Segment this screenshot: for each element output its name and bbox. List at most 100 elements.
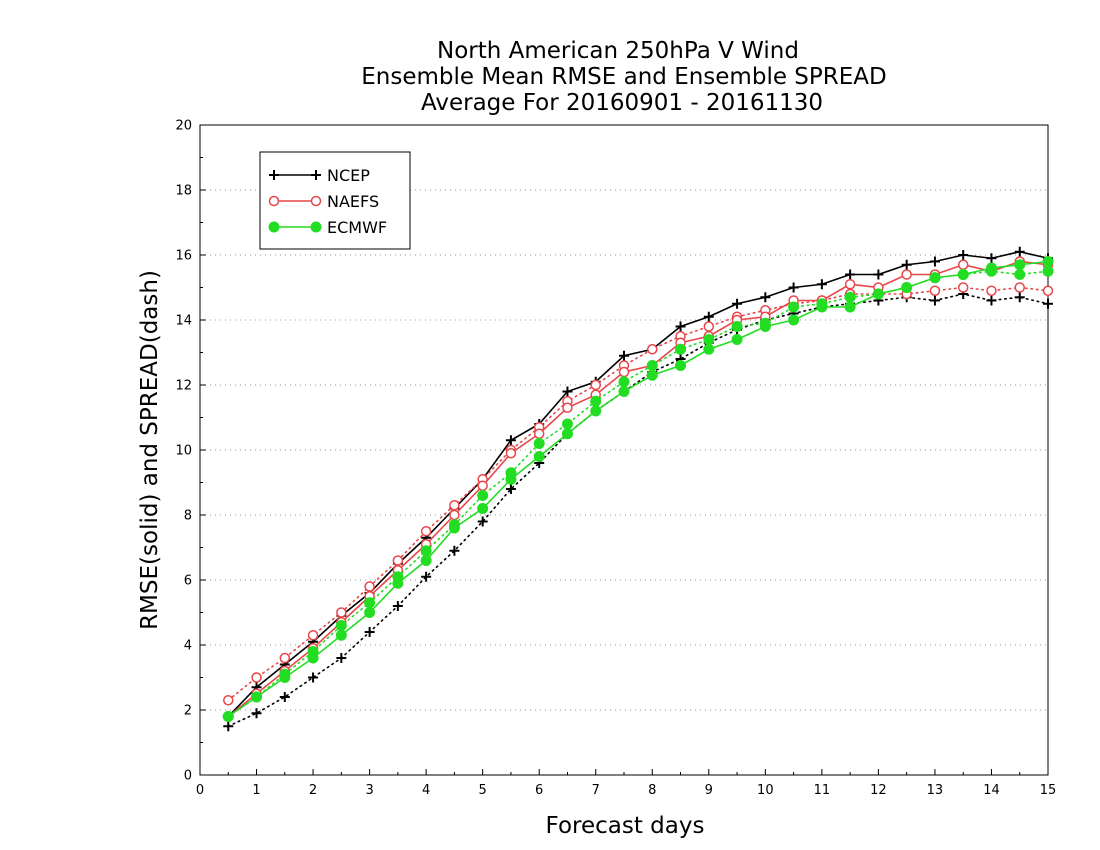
series-naefs bbox=[223, 256, 1054, 722]
rmse-point-ecmwf bbox=[448, 522, 460, 534]
spread-point-naefs bbox=[1042, 285, 1054, 296]
title-line-1: North American 250hPa V Wind bbox=[437, 38, 799, 64]
rmse-point-ncep bbox=[816, 279, 827, 290]
legend-marker-left-ncep bbox=[269, 170, 279, 180]
spread-point-ecmwf bbox=[335, 620, 347, 631]
spread-point-naefs bbox=[590, 379, 601, 391]
legend: NCEP NAEFS ECMWF bbox=[259, 151, 411, 250]
y-tick-label-6: 6 bbox=[184, 574, 192, 589]
spread-point-ncep bbox=[477, 516, 488, 527]
spread-point-ncep bbox=[986, 295, 997, 306]
spread-point-ncep bbox=[449, 545, 460, 556]
rmse-point-ecmwf bbox=[844, 301, 856, 313]
rmse-point-ncep bbox=[619, 350, 629, 361]
rmse-point-naefs bbox=[477, 480, 488, 491]
y-tick-label-4: 4 bbox=[184, 639, 192, 654]
legend-marker-right-naefs bbox=[310, 195, 322, 207]
spread-point-naefs bbox=[251, 672, 262, 683]
rmse-point-ecmwf bbox=[816, 301, 828, 313]
rmse-point-naefs bbox=[505, 448, 517, 459]
rmse-point-ncep bbox=[732, 298, 743, 309]
x-tick-label-8: 8 bbox=[648, 783, 656, 798]
spread-line-naefs bbox=[227, 286, 1049, 702]
rmse-point-ecmwf bbox=[675, 360, 687, 371]
spread-point-naefs bbox=[703, 321, 715, 332]
rmse-point-ecmwf bbox=[957, 269, 969, 280]
rmse-point-ncep bbox=[845, 269, 856, 280]
rmse-point-ecmwf bbox=[1042, 256, 1054, 267]
rmse-point-ecmwf bbox=[646, 369, 658, 381]
rmse-point-ecmwf bbox=[985, 262, 997, 274]
spread-point-naefs bbox=[957, 282, 969, 293]
x-tick-label-11: 11 bbox=[814, 783, 831, 798]
rmse-point-naefs bbox=[844, 279, 856, 290]
x-tick-label-3: 3 bbox=[365, 783, 373, 798]
spread-point-ecmwf bbox=[618, 376, 630, 388]
spread-point-ncep bbox=[308, 672, 319, 683]
x-tick-label-0: 0 bbox=[196, 783, 204, 798]
rmse-point-ecmwf bbox=[251, 691, 263, 703]
chart-title: North American 250hPa V Wind Ensemble Me… bbox=[361, 38, 886, 116]
rmse-point-naefs bbox=[562, 402, 573, 413]
rmse-point-ecmwf bbox=[618, 386, 630, 397]
legend-label-naefs: NAEFS bbox=[327, 192, 379, 211]
rmse-point-ncep bbox=[788, 282, 799, 293]
rmse-point-ncep bbox=[675, 321, 686, 332]
y-tick-label-2: 2 bbox=[184, 704, 192, 719]
legend-marker-left-ecmwf bbox=[268, 221, 280, 233]
rmse-point-ecmwf bbox=[759, 321, 771, 332]
x-tick-label-6: 6 bbox=[535, 783, 543, 798]
spread-point-ecmwf bbox=[844, 291, 856, 303]
y-tick-label-18: 18 bbox=[175, 184, 192, 199]
spread-point-naefs bbox=[307, 630, 319, 641]
rmse-point-naefs bbox=[533, 428, 545, 439]
series-ncep bbox=[223, 246, 1053, 732]
rmse-point-naefs bbox=[618, 366, 630, 378]
rmse-point-ecmwf bbox=[788, 314, 800, 326]
legend-label-ncep: NCEP bbox=[327, 166, 370, 185]
y-tick-label-12: 12 bbox=[175, 379, 192, 394]
x-tick-label-2: 2 bbox=[309, 783, 317, 798]
x-tick-label-9: 9 bbox=[705, 783, 713, 798]
legend-entry-naefs: NAEFS bbox=[268, 192, 379, 211]
spread-point-naefs bbox=[336, 607, 347, 618]
rmse-point-ecmwf bbox=[731, 334, 743, 345]
spread-point-ecmwf bbox=[364, 597, 376, 609]
series-layer bbox=[222, 246, 1054, 732]
spread-point-naefs bbox=[929, 285, 941, 296]
spread-point-ncep bbox=[929, 295, 940, 306]
rmse-point-ecmwf bbox=[561, 428, 573, 440]
rmse-point-ecmwf bbox=[505, 473, 517, 485]
rmse-point-ncep bbox=[1014, 246, 1025, 257]
spread-point-ncep bbox=[279, 692, 290, 702]
legend-entry-ecmwf: ECMWF bbox=[268, 218, 387, 237]
spread-point-ncep bbox=[505, 484, 516, 494]
spread-point-ecmwf bbox=[1042, 265, 1054, 277]
title-line-2: Ensemble Mean RMSE and Ensemble SPREAD bbox=[361, 64, 886, 90]
spread-point-ncep bbox=[1043, 298, 1053, 309]
legend-entry-ncep: NCEP bbox=[269, 166, 370, 185]
spread-point-naefs bbox=[223, 695, 234, 706]
rmse-point-ecmwf bbox=[872, 288, 884, 300]
x-tick-label-12: 12 bbox=[870, 783, 887, 798]
y-tick-label-20: 20 bbox=[175, 119, 192, 134]
spread-point-ncep bbox=[392, 601, 403, 611]
x-axis-label: Forecast days bbox=[546, 813, 705, 839]
rmse-point-ecmwf bbox=[222, 711, 234, 722]
spread-point-ncep bbox=[421, 571, 432, 582]
x-tick-label-14: 14 bbox=[983, 783, 1000, 798]
title-line-3: Average For 20160901 - 20161130 bbox=[421, 90, 823, 116]
rmse-point-ncep bbox=[703, 311, 714, 322]
spread-point-ecmwf bbox=[731, 321, 743, 332]
y-tick-label-16: 16 bbox=[175, 249, 192, 264]
legend-marker-left-naefs bbox=[268, 195, 280, 207]
spread-point-naefs bbox=[449, 500, 460, 511]
spread-point-ecmwf bbox=[1014, 269, 1026, 280]
x-tick-label-13: 13 bbox=[927, 783, 944, 798]
spread-point-naefs bbox=[279, 652, 291, 664]
spread-point-ncep bbox=[1014, 292, 1025, 303]
x-tick-label-7: 7 bbox=[592, 783, 600, 798]
rmse-point-ncep bbox=[873, 269, 884, 280]
